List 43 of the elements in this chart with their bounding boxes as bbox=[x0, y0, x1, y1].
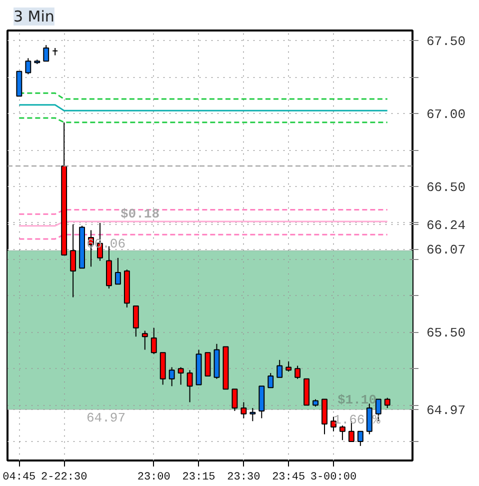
candlestick bbox=[339, 425, 346, 441]
candlestick bbox=[330, 416, 336, 432]
y-tick-label: 66.50 bbox=[426, 180, 466, 195]
y-tick-label: 66.24 bbox=[426, 218, 466, 233]
y-tick-label: 67.50 bbox=[426, 34, 466, 50]
candlestick bbox=[142, 330, 148, 350]
candlestick bbox=[294, 365, 301, 380]
candlestick bbox=[25, 58, 32, 75]
candlestick bbox=[250, 408, 256, 422]
annotation: 64.97 bbox=[86, 410, 126, 426]
candlestick bbox=[114, 257, 121, 285]
candlestick bbox=[132, 305, 139, 338]
x-tick-label: 23:00 bbox=[137, 472, 170, 484]
y-tick-label: 64.97 bbox=[426, 402, 466, 418]
candlestick bbox=[43, 44, 50, 62]
y-tick-label: 66.07 bbox=[426, 242, 466, 258]
annotation: $0.18 bbox=[120, 206, 160, 222]
candlestick bbox=[232, 388, 238, 412]
candlestick bbox=[52, 47, 58, 56]
candlestick bbox=[357, 430, 364, 446]
y-tick-label: 65.50 bbox=[426, 326, 466, 341]
candlestick bbox=[178, 366, 184, 386]
x-tick-label: 23:45 bbox=[272, 472, 306, 484]
x-tick-label: 3-00:00 bbox=[310, 472, 357, 484]
candlestick bbox=[366, 403, 372, 435]
y-tick-label: 67.00 bbox=[426, 107, 466, 122]
annotation: 1.66 % bbox=[334, 412, 381, 428]
x-tick-label: 2-22:30 bbox=[40, 472, 88, 484]
x-tick-label: 23:30 bbox=[227, 472, 260, 484]
candlestick bbox=[204, 352, 211, 376]
candlestick bbox=[268, 372, 274, 388]
candlestick bbox=[150, 327, 157, 355]
candlestick bbox=[286, 360, 292, 372]
candlestick bbox=[70, 224, 76, 298]
candlestick bbox=[276, 359, 283, 378]
x-tick-label: 04:45 bbox=[2, 472, 36, 484]
candlestick bbox=[240, 402, 247, 419]
chart-title: 3 Min bbox=[14, 8, 54, 26]
band-label: $1.10 bbox=[338, 392, 377, 408]
candlestick bbox=[186, 370, 193, 403]
candlestick bbox=[384, 397, 390, 409]
x-tick-label: 23:15 bbox=[182, 472, 216, 484]
candlestick bbox=[168, 366, 175, 387]
